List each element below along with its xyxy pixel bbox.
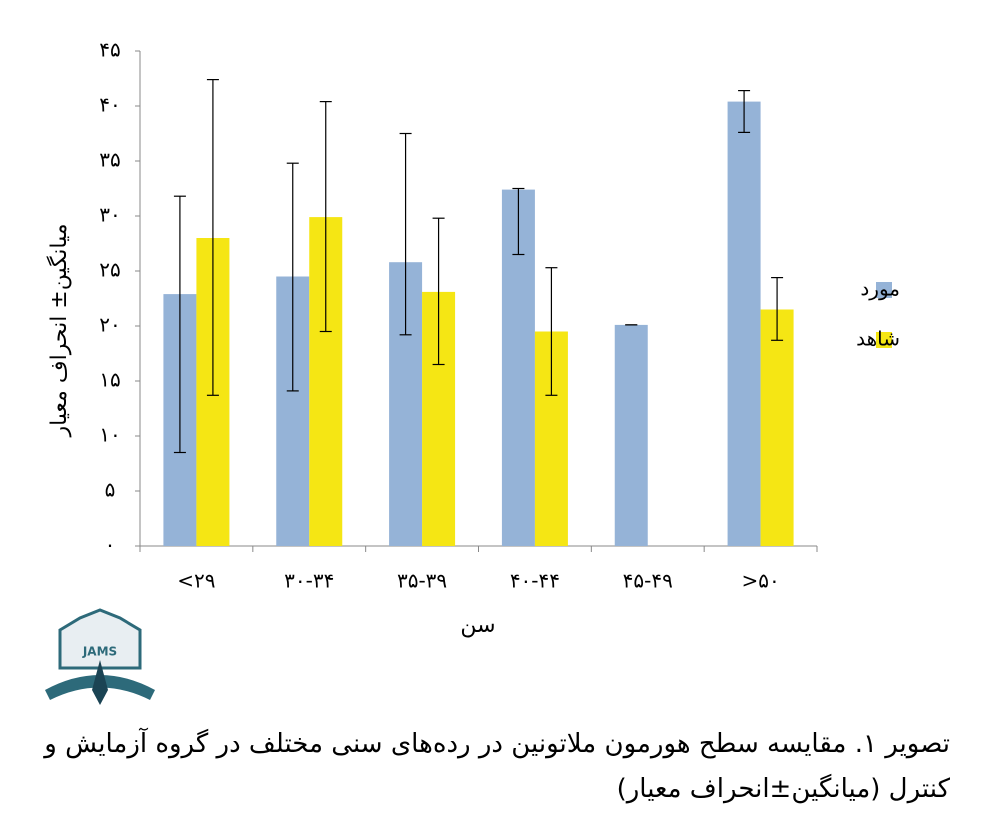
- error-bar: [432, 217, 445, 366]
- y-tick-label: ۳۵: [99, 148, 120, 172]
- x-tick-label: ۴۵-۴۹: [623, 569, 673, 593]
- bar: [727, 101, 761, 546]
- error-bar: [738, 89, 751, 133]
- error-bar: [545, 267, 558, 396]
- logo-text: JAMS: [82, 645, 117, 659]
- error-bar: [206, 78, 219, 396]
- caption: تصویر ۱. مقایسه سطح هورمون ملاتونین در ر…: [44, 729, 950, 804]
- legend-label: مورد: [860, 277, 900, 301]
- bar: [614, 324, 648, 546]
- x-tick-label: ۳۰-۳۴: [284, 569, 334, 593]
- y-tick-label: ۲۰: [99, 313, 120, 337]
- y-tick-label: ۴۰: [99, 93, 120, 117]
- y-tick-label: ۴۵: [99, 38, 120, 62]
- error-bar: [319, 100, 332, 333]
- x-tick-label: >۵۰: [741, 569, 779, 593]
- legend-swatch: [876, 282, 892, 298]
- x-axis-label: سن: [460, 613, 495, 638]
- chart: میانگین± انحراف معیار سن JAMS ۰ ۵ ۱۰ ۱۵ ۲۰ ۲۵…: [45, 38, 900, 705]
- y-axis-label: میانگین± انحراف معیار: [46, 223, 72, 437]
- error-bar: [286, 162, 299, 392]
- y-tick-label: ۵: [105, 478, 116, 502]
- y-tick-label: ۱۵: [99, 368, 120, 392]
- error-bar: [173, 195, 186, 454]
- bar: [760, 309, 794, 546]
- y-tick-label: ۳۰: [99, 203, 120, 227]
- x-tick-label: <۲۹: [177, 569, 215, 593]
- x-tick-label: ۳۵-۳۹: [397, 569, 447, 593]
- legend-label: شاهد: [856, 327, 900, 351]
- y-tick-label: ۲۵: [99, 258, 120, 282]
- error-bar: [399, 132, 412, 336]
- x-tick-label: ۴۰-۴۴: [510, 569, 560, 593]
- error-bar: [512, 187, 525, 256]
- error-bar: [771, 277, 784, 341]
- y-tick-label: ۱۰: [99, 423, 120, 447]
- legend-swatch: [876, 332, 892, 348]
- y-tick-label: ۰: [105, 533, 116, 557]
- logo: JAMS: [45, 608, 155, 705]
